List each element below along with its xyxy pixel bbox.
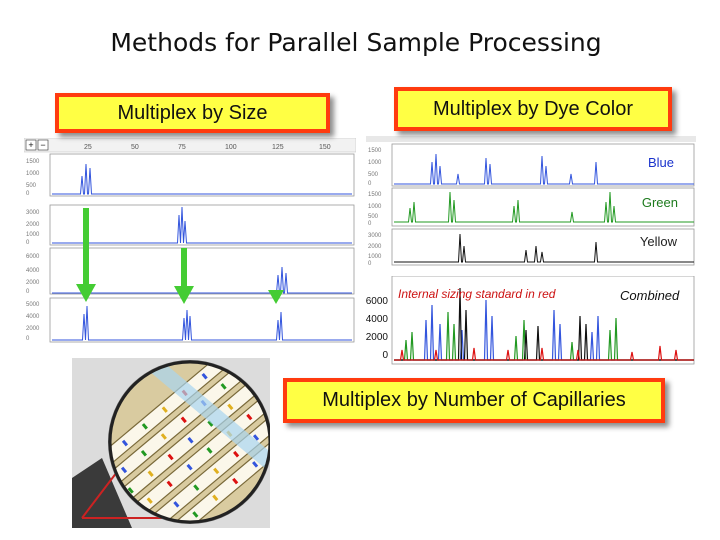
down-arrow-icon xyxy=(174,286,194,304)
svg-text:2000: 2000 xyxy=(26,222,40,228)
svg-text:4000: 4000 xyxy=(26,314,40,320)
y-tick-label: 0 xyxy=(382,350,388,361)
svg-text:5000: 5000 xyxy=(26,302,40,308)
combined-panel: 6000 4000 2000 0 Internal sizing standard i… xyxy=(366,275,696,366)
label-sizing-standard: Internal sizing standard in red xyxy=(398,287,556,301)
svg-text:500: 500 xyxy=(368,172,379,178)
size-trace xyxy=(52,163,352,195)
svg-text:500: 500 xyxy=(26,183,37,189)
down-arrow-icon xyxy=(76,284,96,302)
x-tick-label: 50 xyxy=(131,144,139,151)
svg-text:1500: 1500 xyxy=(26,159,40,165)
size-arrows xyxy=(76,208,284,304)
label-yellow: Yellow xyxy=(639,234,677,249)
svg-text:3000: 3000 xyxy=(368,233,382,239)
svg-text:1500: 1500 xyxy=(368,148,382,154)
x-tick-label: 125 xyxy=(272,144,284,151)
x-tick-label: 150 xyxy=(319,144,331,151)
label-blue: Blue xyxy=(647,155,674,170)
svg-text:+: + xyxy=(28,140,33,150)
svg-text:2000: 2000 xyxy=(368,244,382,250)
svg-text:0: 0 xyxy=(26,336,30,342)
size-electropherogram-panel: + − 25 50 75 100 125 150 1500 1000 500 0 3000 200… xyxy=(23,137,357,343)
x-tick-label: 25 xyxy=(84,144,92,151)
label-combined: Combined xyxy=(620,288,680,303)
svg-text:6000: 6000 xyxy=(26,254,40,260)
svg-text:1000: 1000 xyxy=(368,160,382,166)
x-tick-label: 100 xyxy=(225,144,237,151)
size-trace xyxy=(52,206,352,244)
svg-text:0: 0 xyxy=(368,181,372,187)
svg-text:2000: 2000 xyxy=(26,326,40,332)
slide-title: Methods for Parallel Sample Processing xyxy=(110,28,602,57)
svg-text:1000: 1000 xyxy=(26,232,40,238)
svg-text:0: 0 xyxy=(368,221,372,227)
svg-text:4000: 4000 xyxy=(26,268,40,274)
svg-text:2000: 2000 xyxy=(26,280,40,286)
size-trace xyxy=(52,305,352,341)
svg-text:1000: 1000 xyxy=(368,254,382,260)
svg-text:1500: 1500 xyxy=(368,192,382,198)
combined-trace: 6000 4000 2000 0 xyxy=(366,275,695,365)
blue-trace xyxy=(394,153,694,185)
x-tick-label: 75 xyxy=(178,144,186,151)
zoom-plus-icon[interactable] xyxy=(25,139,37,151)
y-tick-label: 2000 xyxy=(366,332,388,343)
green-trace xyxy=(394,191,694,223)
svg-text:3000: 3000 xyxy=(26,210,40,216)
svg-text:1000: 1000 xyxy=(26,171,40,177)
banner-multiplex-dye: Multiplex by Dye Color xyxy=(394,87,672,131)
combined-green-trace xyxy=(394,311,694,361)
dye-traces-panel: 1500 1000 500 0 1500 1000 500 0 3000 2000 1000 0 … xyxy=(366,136,696,267)
capillary-array-image xyxy=(72,358,272,528)
yellow-trace xyxy=(394,233,694,263)
down-arrow-icon xyxy=(268,290,284,304)
svg-text:−: − xyxy=(40,140,45,150)
banner-multiplex-size: Multiplex by Size xyxy=(55,93,330,133)
zoom-minus-icon[interactable] xyxy=(37,139,49,151)
banner-multiplex-capillaries: Multiplex by Number of Capillaries xyxy=(283,378,665,423)
combined-red-trace xyxy=(394,345,694,361)
svg-text:0: 0 xyxy=(26,191,30,197)
svg-text:0: 0 xyxy=(368,261,372,266)
label-green: Green xyxy=(641,195,678,210)
y-tick-label: 4000 xyxy=(366,314,388,325)
svg-text:1000: 1000 xyxy=(368,204,382,210)
svg-text:500: 500 xyxy=(368,214,379,220)
y-tick-label: 6000 xyxy=(366,296,388,307)
svg-text:0: 0 xyxy=(26,240,30,246)
size-trace xyxy=(52,266,352,294)
svg-text:0: 0 xyxy=(26,289,30,295)
